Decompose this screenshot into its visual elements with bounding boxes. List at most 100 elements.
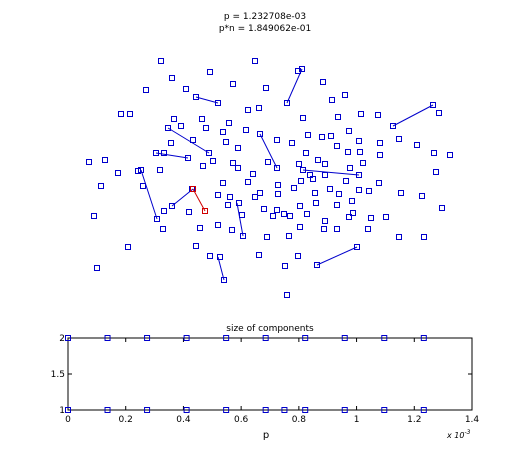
graph-node [207, 69, 213, 75]
graph-node [275, 191, 281, 197]
graph-node [291, 185, 297, 191]
graph-node [286, 233, 292, 239]
y-tick-label: 1 [59, 406, 65, 416]
graph-node [346, 128, 352, 134]
graph-node [419, 193, 425, 199]
graph-title-line-2: p*n = 1.849062e-01 [219, 24, 311, 34]
graph-node [225, 202, 231, 208]
graph-node [199, 116, 205, 122]
graph-node [377, 152, 383, 158]
graph-edge [302, 169, 360, 176]
graph-node [230, 160, 236, 166]
graph-node [193, 94, 199, 100]
graph-node [349, 198, 355, 204]
graph-node [368, 215, 374, 221]
graph-node [115, 170, 121, 176]
graph-node [320, 79, 326, 85]
graph-node [193, 243, 199, 249]
graph-node [295, 68, 301, 74]
graph-node [396, 234, 402, 240]
graph-node [274, 207, 280, 213]
graph-node [329, 97, 335, 103]
graph-node [313, 200, 319, 206]
graph-node [169, 203, 175, 209]
graph-node [334, 202, 340, 208]
graph-node [223, 139, 229, 145]
component-point [281, 407, 288, 413]
graph-node [245, 107, 251, 113]
components-plot: size of components 0 0.2 0.4 0.6 0.8 1 1.2 1.4 1… [51, 324, 480, 441]
graph-node [414, 142, 420, 148]
graph-node [215, 192, 221, 198]
graph-node [210, 158, 216, 164]
component-point [262, 335, 269, 341]
graph-edge [195, 96, 219, 104]
graph-node [200, 163, 206, 169]
graph-node [334, 226, 340, 232]
graph-node [86, 159, 92, 165]
graph-node [261, 206, 267, 212]
graph-node [322, 218, 328, 224]
graph-node [183, 86, 189, 92]
graph-node [365, 226, 371, 232]
component-point [183, 335, 190, 341]
x-tick-label: 0.8 [292, 415, 307, 425]
graph-node [304, 211, 310, 217]
graph-node [230, 81, 236, 87]
graph-node [215, 222, 221, 228]
highlight-edge [192, 188, 206, 212]
graph-node [335, 114, 341, 120]
x-tick-label: 0.6 [234, 415, 249, 425]
graph-node [160, 226, 166, 232]
graph-node [360, 160, 366, 166]
graph-node [275, 182, 281, 188]
graph-node [356, 187, 362, 193]
graph-node [178, 123, 184, 129]
component-point [104, 335, 111, 341]
graph-node [287, 213, 293, 219]
graph-node [161, 150, 167, 156]
graph-edge [167, 127, 210, 154]
component-point [183, 407, 190, 413]
graph-node [215, 100, 221, 106]
graph-node [236, 200, 242, 206]
graph-node [319, 134, 325, 140]
graph-node [356, 172, 362, 178]
graph-node [284, 292, 290, 298]
graph-node [289, 140, 295, 146]
graph-node [345, 149, 351, 155]
component-point [144, 407, 151, 413]
graph-node [347, 165, 353, 171]
graph-node [235, 165, 241, 171]
graph-node [375, 112, 381, 118]
x-tick-label: 1.2 [407, 415, 421, 425]
graph-node [165, 125, 171, 131]
graph-node [270, 213, 276, 219]
graph-node [398, 190, 404, 196]
graph-node [140, 183, 146, 189]
component-point [144, 335, 151, 341]
graph-node [327, 186, 333, 192]
y-tick-label: 2 [59, 334, 65, 344]
graph-node [421, 234, 427, 240]
component-point [381, 335, 388, 341]
graph-node [376, 180, 382, 186]
graph-node [91, 213, 97, 219]
graph-node [143, 87, 149, 93]
component-point [341, 407, 348, 413]
graph-node [226, 120, 232, 126]
graph-node [430, 102, 436, 108]
graph-node [343, 178, 349, 184]
component-point [302, 407, 309, 413]
x-tick-label: 0.4 [176, 415, 191, 425]
component-point [341, 335, 348, 341]
components-title: size of components [226, 324, 314, 334]
graph-node [171, 116, 177, 122]
graph-node [377, 140, 383, 146]
graph-edge [392, 104, 434, 127]
graph-node [206, 150, 212, 156]
graph-node [356, 138, 362, 144]
graph-node [328, 133, 334, 139]
graph-node [342, 92, 348, 98]
